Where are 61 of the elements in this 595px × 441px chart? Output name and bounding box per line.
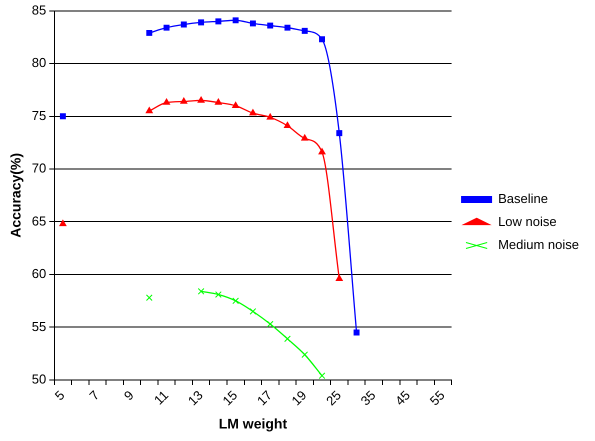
point [180, 98, 188, 104]
point [250, 308, 256, 315]
x-tick-label: 17 [254, 388, 275, 408]
legend-label: Baseline [498, 191, 548, 206]
point [180, 22, 187, 28]
x-tick-label: 11 [151, 388, 172, 408]
x-tick-label: 25 [323, 388, 344, 408]
point [284, 335, 291, 342]
point [302, 28, 308, 34]
point [267, 22, 274, 29]
point [59, 220, 66, 226]
point [214, 98, 222, 105]
legend-label: Low noise [498, 214, 557, 230]
point [60, 113, 66, 120]
x-axis-title: LM weight [218, 415, 288, 432]
point [336, 130, 342, 136]
x-tick-label: 13 [184, 388, 206, 408]
point [336, 274, 343, 281]
point [319, 36, 325, 42]
point [232, 17, 239, 24]
point [232, 298, 239, 304]
y-tick-label: 85 [32, 2, 46, 18]
point [146, 30, 152, 36]
point [354, 330, 360, 336]
y-tick-label: 80 [32, 55, 46, 70]
legend-label: Medium noise [498, 237, 580, 252]
point [284, 24, 290, 31]
y-tick-label: 70 [32, 160, 46, 176]
point [232, 102, 240, 108]
point [146, 106, 153, 114]
x-tick-label: 35 [358, 388, 378, 408]
x-tick-label: 55 [426, 388, 448, 408]
point [318, 148, 326, 154]
point [215, 18, 222, 24]
point [198, 96, 205, 103]
point [215, 291, 222, 298]
y-tick-label: 60 [32, 266, 46, 282]
point [250, 20, 256, 26]
x-tick-label: 5 [52, 388, 68, 404]
y-tick-label: 65 [32, 213, 46, 228]
y-tick-label: 75 [32, 108, 46, 123]
y-tick-label: 55 [32, 318, 46, 334]
point [284, 122, 291, 128]
point [301, 134, 308, 141]
x-tick-label: 19 [288, 388, 310, 408]
point [249, 109, 256, 116]
y-axis-title: Accuracy(%) [7, 152, 24, 238]
point [301, 351, 308, 358]
point [266, 113, 274, 120]
point [163, 98, 170, 105]
point [164, 24, 170, 31]
point [198, 19, 204, 26]
x-tick-label: 7 [86, 388, 102, 404]
y-tick-label: 50 [32, 372, 46, 387]
x-tick-label: 9 [120, 388, 137, 404]
point [198, 288, 204, 295]
x-tick-label: 45 [392, 388, 414, 408]
x-tick-label: 15 [219, 388, 240, 408]
point [318, 372, 326, 380]
point [146, 294, 153, 302]
point [266, 320, 274, 328]
